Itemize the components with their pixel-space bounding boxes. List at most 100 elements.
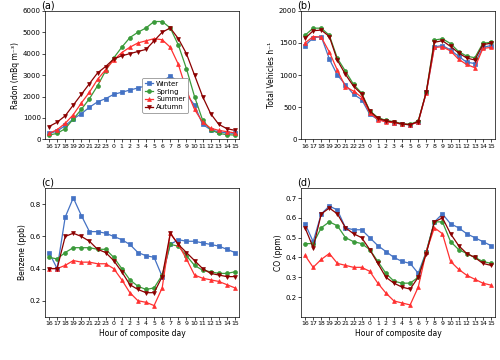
X-axis label: Hour of composite day: Hour of composite day bbox=[354, 329, 442, 338]
Y-axis label: Radon (mBq m⁻³): Radon (mBq m⁻³) bbox=[11, 42, 20, 109]
Autumn bbox=[119, 54, 125, 58]
Winter bbox=[232, 131, 238, 135]
Autumn bbox=[176, 36, 182, 41]
Winter bbox=[102, 96, 108, 101]
Summer bbox=[102, 68, 108, 72]
Summer bbox=[200, 120, 205, 125]
Summer bbox=[110, 58, 116, 62]
Autumn bbox=[216, 122, 222, 126]
Spring bbox=[78, 107, 84, 112]
Spring bbox=[200, 118, 205, 122]
Summer bbox=[86, 90, 92, 94]
Spring bbox=[70, 117, 76, 121]
Spring bbox=[216, 131, 222, 135]
Autumn bbox=[70, 103, 76, 107]
Autumn bbox=[46, 124, 52, 129]
Spring bbox=[127, 35, 133, 40]
Autumn bbox=[86, 81, 92, 86]
Autumn bbox=[200, 94, 205, 99]
Winter bbox=[143, 84, 149, 88]
Spring bbox=[151, 19, 157, 24]
Winter bbox=[70, 117, 76, 121]
Autumn bbox=[110, 57, 116, 61]
Winter bbox=[200, 122, 205, 126]
Autumn bbox=[54, 120, 60, 125]
Autumn bbox=[102, 64, 108, 69]
Spring bbox=[232, 133, 238, 137]
Summer bbox=[151, 36, 157, 41]
Autumn bbox=[143, 47, 149, 51]
Spring bbox=[62, 126, 68, 131]
Line: Winter: Winter bbox=[47, 74, 237, 135]
Autumn bbox=[94, 71, 100, 75]
Autumn bbox=[224, 126, 230, 131]
Summer bbox=[46, 131, 52, 135]
Summer bbox=[54, 127, 60, 132]
Summer bbox=[127, 45, 133, 49]
Line: Autumn: Autumn bbox=[47, 26, 237, 132]
Spring bbox=[192, 94, 198, 99]
Legend: Winter, Spring, Summer, Autumn: Winter, Spring, Summer, Autumn bbox=[142, 78, 188, 113]
Winter bbox=[127, 88, 133, 92]
Winter bbox=[151, 81, 157, 86]
Line: Spring: Spring bbox=[47, 19, 237, 137]
Summer bbox=[184, 88, 190, 92]
Y-axis label: Total Vehicles h⁻¹: Total Vehicles h⁻¹ bbox=[267, 42, 276, 108]
Summer bbox=[94, 77, 100, 81]
Winter bbox=[54, 129, 60, 134]
Y-axis label: CO (ppm): CO (ppm) bbox=[274, 234, 283, 271]
Summer bbox=[70, 113, 76, 117]
Autumn bbox=[62, 114, 68, 118]
Summer bbox=[119, 50, 125, 55]
Winter bbox=[184, 92, 190, 96]
Summer bbox=[224, 130, 230, 134]
Summer bbox=[143, 39, 149, 43]
Text: (a): (a) bbox=[41, 0, 54, 10]
Autumn bbox=[192, 73, 198, 77]
Summer bbox=[176, 62, 182, 67]
Summer bbox=[232, 131, 238, 135]
Autumn bbox=[127, 51, 133, 56]
Autumn bbox=[184, 51, 190, 56]
Winter bbox=[159, 79, 165, 84]
Line: Summer: Summer bbox=[47, 37, 237, 135]
Summer bbox=[216, 128, 222, 132]
Y-axis label: Benzene (ppb): Benzene (ppb) bbox=[18, 225, 27, 280]
Autumn bbox=[159, 30, 165, 35]
Winter bbox=[135, 86, 141, 90]
Winter bbox=[94, 100, 100, 104]
Spring bbox=[135, 30, 141, 35]
Text: (c): (c) bbox=[41, 177, 54, 188]
Summer bbox=[192, 107, 198, 112]
Winter bbox=[216, 130, 222, 134]
Spring bbox=[224, 132, 230, 137]
Winter bbox=[46, 131, 52, 135]
Winter bbox=[224, 131, 230, 135]
Spring bbox=[176, 43, 182, 47]
Spring bbox=[94, 84, 100, 88]
Spring bbox=[46, 133, 52, 137]
Winter bbox=[62, 123, 68, 127]
Spring bbox=[159, 19, 165, 24]
Winter bbox=[176, 79, 182, 84]
Autumn bbox=[151, 39, 157, 43]
Spring bbox=[143, 26, 149, 30]
X-axis label: Hour of composite day: Hour of composite day bbox=[98, 329, 186, 338]
Spring bbox=[208, 127, 214, 132]
Spring bbox=[102, 69, 108, 73]
Winter bbox=[168, 74, 173, 78]
Summer bbox=[78, 101, 84, 105]
Spring bbox=[184, 67, 190, 71]
Winter bbox=[86, 105, 92, 109]
Winter bbox=[78, 112, 84, 116]
Text: (b): (b) bbox=[297, 0, 311, 10]
Spring bbox=[54, 131, 60, 135]
Winter bbox=[208, 127, 214, 132]
Winter bbox=[192, 103, 198, 107]
Spring bbox=[86, 96, 92, 101]
Autumn bbox=[208, 112, 214, 116]
Summer bbox=[135, 41, 141, 45]
Spring bbox=[110, 56, 116, 60]
Spring bbox=[119, 45, 125, 49]
Summer bbox=[168, 45, 173, 49]
